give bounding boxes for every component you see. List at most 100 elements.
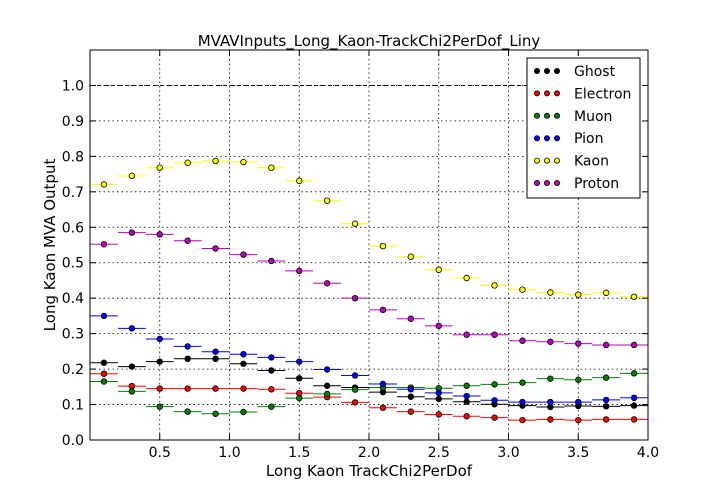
data-point [156,403,163,410]
y-tick-label: 0.8 [62,149,84,165]
data-point [575,291,582,298]
series-muon [90,370,648,417]
legend-box [526,57,641,199]
data-point [519,398,526,406]
data-point [379,242,387,250]
data-point [491,381,498,388]
data-point [240,158,247,166]
data-point [184,159,191,166]
data-point [156,231,163,238]
data-point [323,366,331,373]
data-point [379,404,387,411]
data-point [435,266,442,274]
legend-label: Pion [574,131,603,147]
data-point [212,348,219,355]
data-point [100,359,108,366]
data-point [435,389,442,397]
legend-marker [554,157,561,164]
series-pion [90,312,648,406]
data-point [128,382,136,390]
data-point [407,315,415,322]
data-point [575,376,582,383]
data-point [351,220,359,227]
data-point [630,341,638,349]
data-point [435,395,442,403]
legend-marker [554,135,561,142]
data-point [435,322,442,330]
data-point [323,197,331,204]
data-point [491,282,498,289]
y-tick-label: 1.0 [62,78,84,94]
x-tick-label: 4.0 [637,445,659,461]
legend-marker [544,112,551,119]
data-point [128,388,136,395]
data-point [547,375,554,382]
data-point [240,251,247,258]
y-tick-label: 0.5 [62,256,84,272]
data-point [463,413,470,420]
data-point [268,164,275,171]
data-point [547,289,554,296]
data-point [156,335,163,343]
data-point [128,325,136,332]
legend-entry-muon: Muon [534,109,612,125]
x-tick-label: 1.5 [288,445,310,461]
y-axis-label: Long Kaon MVA Output [41,159,59,332]
data-point [379,380,387,388]
legend: Ghost Electron Muon Pion Kaon Proton [526,57,641,199]
x-tick-label: 2.0 [358,445,380,461]
data-point [351,372,359,379]
y-tick-label: 0.1 [62,398,84,414]
data-point [240,351,247,358]
legend-marker [554,112,561,119]
legend-label: Proton [574,176,619,192]
data-point [491,331,498,338]
legend-entry-pion: Pion [534,131,603,147]
data-point [435,411,442,418]
legend-label: Ghost [574,64,616,80]
legend-marker [534,135,541,142]
data-point [630,370,638,377]
data-point [296,358,303,365]
data-point [602,416,610,423]
data-point [268,354,275,361]
legend-marker [554,90,561,97]
data-point [212,385,219,392]
data-point [519,286,526,293]
series-layer [90,157,648,424]
x-tick-label: 0.5 [149,445,171,461]
data-point [240,360,247,367]
data-point [463,392,470,400]
legend-marker [534,90,541,97]
series-kaon [90,157,648,300]
data-point [156,164,163,171]
y-tick-label: 0.4 [62,291,84,307]
legend-marker [554,179,561,186]
y-tick-label: 0.7 [62,185,84,201]
data-point [602,396,610,404]
legend-marker [554,68,561,75]
x-tick-label: 2.5 [428,445,450,461]
data-point [268,367,275,374]
legend-entry-electron: Electron [534,86,631,102]
data-point [128,172,136,180]
data-point [602,289,610,297]
data-point [156,358,163,365]
data-point [100,312,108,320]
data-point [323,390,331,398]
data-point [184,385,191,392]
data-point [575,398,582,406]
data-point [128,229,136,236]
data-point [351,294,359,302]
legend-marker [534,68,541,75]
data-point [463,382,470,389]
data-point [602,374,610,381]
data-point [630,293,638,300]
legend-marker [534,179,541,186]
y-tick-label: 0.6 [62,220,84,236]
data-point [407,408,415,415]
data-point [575,340,582,347]
data-point [128,363,136,370]
data-point [212,355,219,363]
y-tick-label: 0.0 [62,433,84,449]
